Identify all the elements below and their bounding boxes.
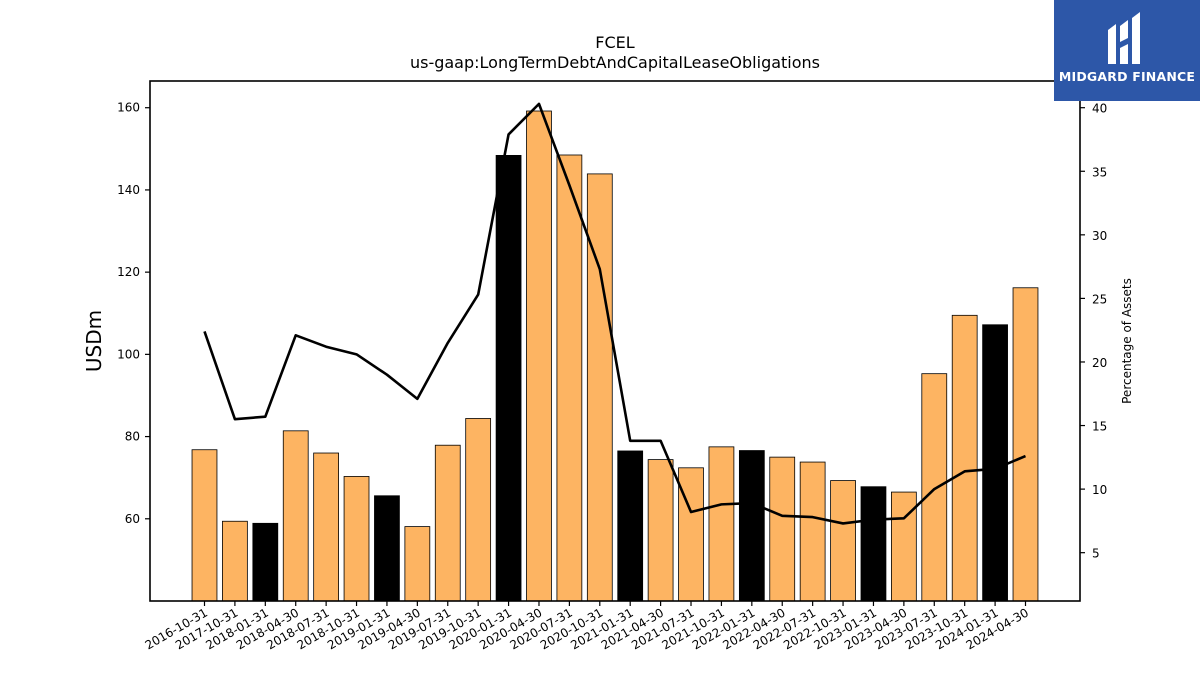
y-tick-label: 120 bbox=[117, 265, 140, 279]
bar bbox=[830, 480, 856, 602]
bar bbox=[586, 173, 613, 602]
bar bbox=[465, 418, 492, 602]
bar bbox=[860, 486, 887, 602]
bar bbox=[343, 476, 370, 602]
bar bbox=[313, 452, 339, 602]
bar bbox=[252, 522, 279, 602]
y2-tick-label: 25 bbox=[1092, 292, 1107, 306]
bar bbox=[891, 491, 917, 602]
y2-tick-label: 30 bbox=[1092, 229, 1107, 243]
percentage-line bbox=[203, 102, 1027, 525]
y2-tick-label: 15 bbox=[1092, 420, 1107, 434]
bar bbox=[738, 450, 765, 602]
right-axis: 5 10 15 20 25 30 35 40 bbox=[1080, 102, 1107, 561]
plot-frame bbox=[149, 80, 1081, 602]
line-group bbox=[203, 102, 1027, 525]
bar bbox=[222, 520, 248, 602]
chart-subtitle: us-gaap:LongTermDebtAndCapitalLeaseOblig… bbox=[410, 53, 820, 72]
bar bbox=[799, 461, 826, 602]
x-axis: 2016-10-312017-10-312018-01-312018-04-30… bbox=[143, 601, 1031, 652]
bar bbox=[982, 324, 1008, 602]
bar bbox=[191, 449, 218, 602]
bar bbox=[678, 467, 704, 602]
y2-tick-label: 5 bbox=[1092, 547, 1100, 561]
bar bbox=[1012, 287, 1039, 602]
y-tick-label: 140 bbox=[117, 183, 140, 197]
bar-group bbox=[191, 110, 1039, 602]
y2-tick-label: 40 bbox=[1092, 102, 1107, 116]
bar bbox=[951, 314, 978, 602]
bar bbox=[647, 459, 674, 602]
bar bbox=[556, 154, 583, 602]
bar bbox=[617, 450, 644, 602]
bar bbox=[495, 154, 522, 602]
y2-tick-label: 20 bbox=[1092, 356, 1107, 370]
y2-tick-label: 35 bbox=[1092, 165, 1107, 179]
bar bbox=[708, 446, 735, 602]
y-tick-label: 160 bbox=[117, 101, 140, 115]
y2-tick-label: 10 bbox=[1092, 483, 1107, 497]
bar bbox=[434, 444, 461, 602]
logo-mark-icon bbox=[1108, 12, 1140, 64]
logo-text: MIDGARD FINANCE bbox=[1058, 69, 1196, 84]
y-axis-label: USDm bbox=[82, 310, 106, 372]
left-axis: 60 80 100 120 140 160 bbox=[117, 101, 150, 526]
midgard-finance-logo: MIDGARD FINANCE bbox=[1054, 0, 1200, 101]
y2-axis-label: Percentage of Assets bbox=[1120, 278, 1134, 404]
y-tick-label: 100 bbox=[117, 347, 140, 361]
bar bbox=[526, 110, 552, 602]
bar bbox=[282, 430, 309, 602]
bar bbox=[769, 456, 796, 602]
y-tick-label: 60 bbox=[125, 512, 140, 526]
bar bbox=[374, 495, 400, 602]
y-tick-label: 80 bbox=[125, 430, 140, 444]
bar bbox=[404, 526, 431, 602]
chart-title: FCEL bbox=[595, 33, 634, 52]
bar bbox=[921, 373, 948, 602]
